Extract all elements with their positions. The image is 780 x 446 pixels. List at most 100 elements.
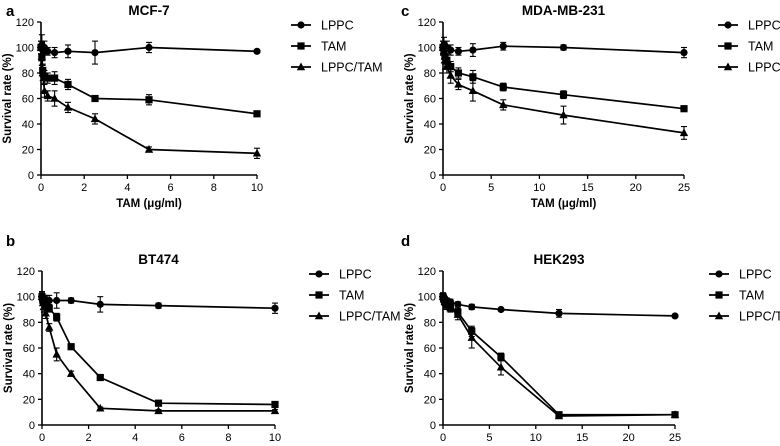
series-lppc-tam (37, 290, 280, 415)
data-point (454, 300, 462, 308)
y-axis-title: Survival rate (%) (2, 53, 14, 143)
x-tick-label: 25 (669, 432, 681, 444)
panel-title: BT474 (138, 252, 179, 267)
panel-a: a MCF-7 0 20 40 60 80 100 120 0 2 4 6 8 10 TAM (μg/ml) S… (2, 3, 383, 210)
series-line (41, 296, 276, 406)
legend: LPPC TAM LPPC/TAM (309, 268, 401, 324)
x-tick-label: 10 (251, 182, 263, 194)
data-point (64, 47, 72, 55)
series-tam (38, 292, 279, 409)
data-point (45, 322, 54, 331)
data-point (680, 105, 688, 113)
y-tick-label: 60 (424, 343, 436, 355)
data-point (454, 69, 463, 77)
x-tick-label: 0 (39, 432, 45, 444)
data-point (41, 308, 50, 317)
panel-b: bBT4740204060801001200246810TAM (μg/ml)S… (3, 233, 401, 444)
y-tick-label: 60 (424, 94, 436, 106)
legend-marker (715, 270, 723, 278)
data-point (96, 373, 104, 382)
x-tick-label: 15 (581, 182, 593, 194)
series-lppc-tam (438, 40, 689, 140)
data-point (37, 292, 47, 300)
data-point (51, 74, 59, 82)
x-tick-label: 6 (168, 182, 174, 194)
x-tick-label: 0 (38, 182, 44, 194)
data-point (497, 353, 505, 361)
data-point (499, 100, 508, 109)
legend-marker (724, 42, 732, 50)
data-point (53, 313, 61, 321)
legend-marker (723, 62, 733, 71)
y-tick-label: 120 (17, 266, 35, 278)
legend-label: TAM (748, 40, 773, 54)
y-tick-label: 80 (424, 68, 436, 80)
y-tick-label: 20 (424, 145, 436, 157)
legend-marker (297, 21, 305, 29)
x-tick-label: 6 (179, 432, 185, 444)
legend-marker (714, 311, 724, 320)
x-axis-title: TAM (μg/ml) (116, 198, 182, 210)
data-point (154, 302, 163, 310)
legend-marker (314, 311, 324, 320)
data-point (271, 304, 279, 312)
data-point (496, 362, 506, 371)
data-point (439, 48, 449, 56)
x-tick-label: 5 (486, 432, 492, 444)
data-point (499, 83, 507, 91)
y-tick-label: 100 (16, 43, 34, 55)
panel-title: MCF-7 (128, 3, 169, 18)
y-tick-label: 100 (418, 43, 436, 55)
data-point (45, 304, 53, 312)
data-point (670, 410, 680, 418)
legend-marker (315, 291, 323, 299)
legend: LPPC TAM LPPC/TAM (291, 19, 383, 75)
series-lppc-tam (36, 40, 262, 159)
x-tick-label: 20 (622, 432, 634, 444)
series-lppc (439, 36, 688, 59)
data-point (52, 349, 61, 358)
data-point (96, 300, 104, 308)
legend-label: LPPC/TAM (321, 61, 383, 75)
x-tick-label: 4 (132, 432, 138, 444)
legend-marker (724, 21, 732, 29)
data-point (454, 47, 463, 55)
data-point (44, 47, 52, 55)
panel-title: MDA-MB-231 (522, 3, 606, 18)
x-axis-title: TAM (μg/ml) (531, 198, 597, 210)
data-point (66, 369, 76, 377)
data-point (447, 46, 455, 54)
y-tick-label: 100 (418, 292, 436, 304)
data-point (145, 43, 153, 52)
legend-label: TAM (321, 40, 346, 54)
y-axis-title: Survival rate (%) (404, 303, 416, 393)
data-point (559, 110, 568, 119)
data-point (96, 403, 105, 412)
data-point (446, 303, 455, 312)
y-tick-label: 0 (28, 170, 34, 182)
panel-letter: c (401, 3, 409, 20)
panel-d: dHEK2930204060801001200510152025TAM (μg/… (401, 233, 780, 444)
data-point (144, 145, 154, 153)
legend-marker (715, 291, 723, 299)
x-tick-label: 10 (269, 432, 281, 444)
x-tick-label: 8 (225, 432, 231, 444)
series-lppc (38, 292, 279, 314)
data-point (469, 73, 477, 81)
y-tick-label: 80 (23, 317, 35, 329)
y-tick-label: 20 (424, 394, 436, 406)
data-point (468, 86, 478, 95)
legend-label: LPPC/TAM (748, 61, 780, 75)
data-point (446, 71, 455, 79)
x-tick-label: 20 (630, 182, 642, 194)
legend-label: LPPC (339, 268, 372, 282)
data-point (555, 309, 563, 317)
data-point (252, 148, 262, 157)
series-lppc (439, 293, 679, 320)
x-tick-label: 10 (533, 182, 545, 194)
data-point (679, 128, 689, 137)
data-point (40, 86, 49, 95)
legend-label: TAM (339, 289, 364, 303)
data-point (90, 114, 100, 123)
data-point (469, 46, 477, 54)
